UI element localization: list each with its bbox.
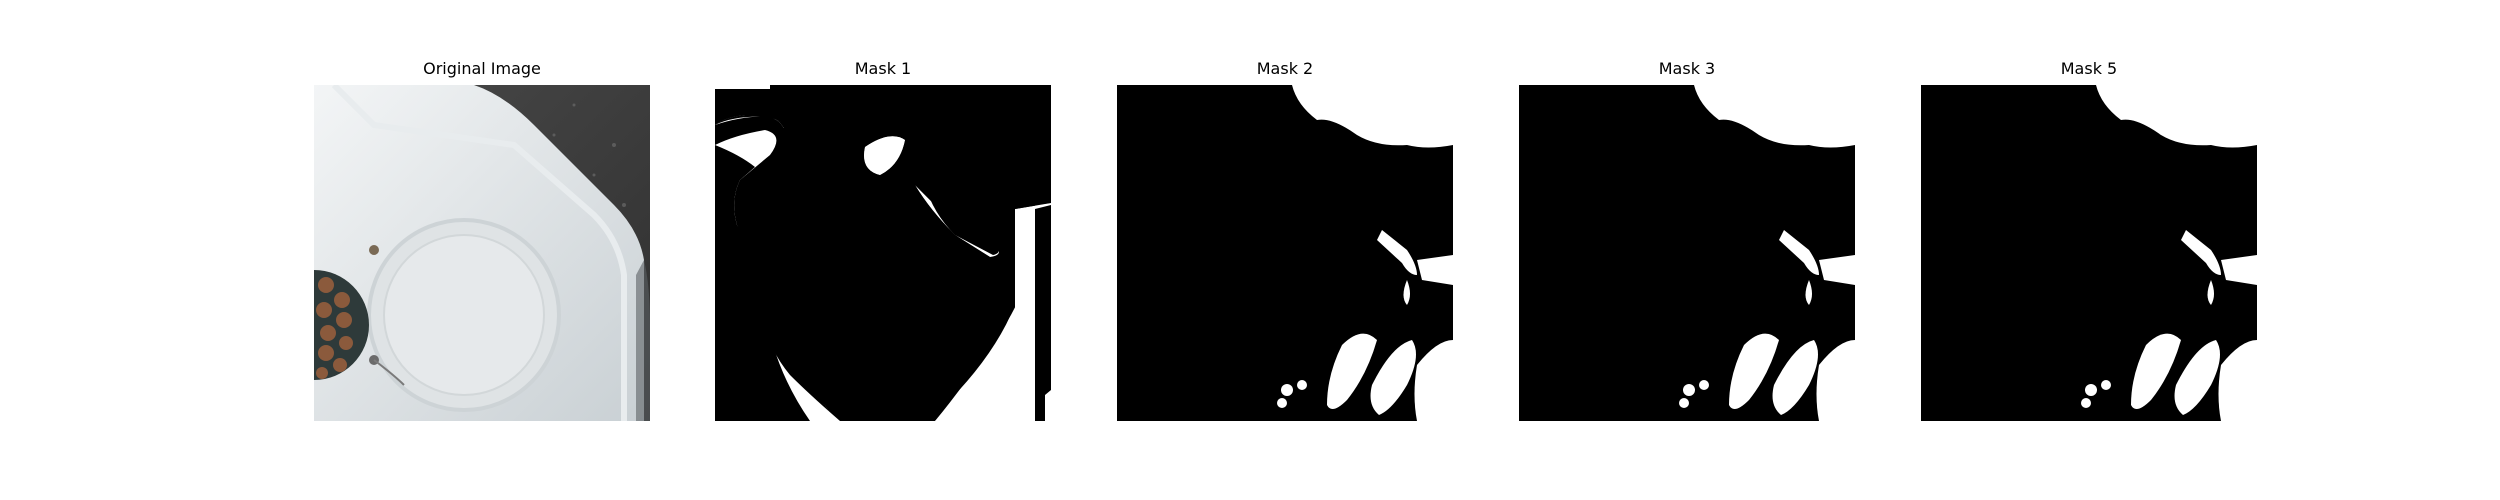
panel-title-mask-2: Mask 2 [1117,59,1453,78]
panel-title-mask-1: Mask 1 [715,59,1051,78]
panel-title-mask-3: Mask 3 [1519,59,1855,78]
mask-2-panel [1117,85,1453,421]
original-photo [314,85,650,421]
mask-1-panel [715,85,1051,421]
mask-2-image [1117,85,1453,421]
mask-3-image [1519,85,1855,421]
mask-5-panel [1921,85,2257,421]
mask-5-image [1921,85,2257,421]
original-image-panel [314,85,650,421]
panel-title-mask-5: Mask 5 [1921,59,2257,78]
panel-title-original-image: Original Image [314,59,650,78]
mask-1-image [715,85,1051,421]
mask-3-panel [1519,85,1855,421]
